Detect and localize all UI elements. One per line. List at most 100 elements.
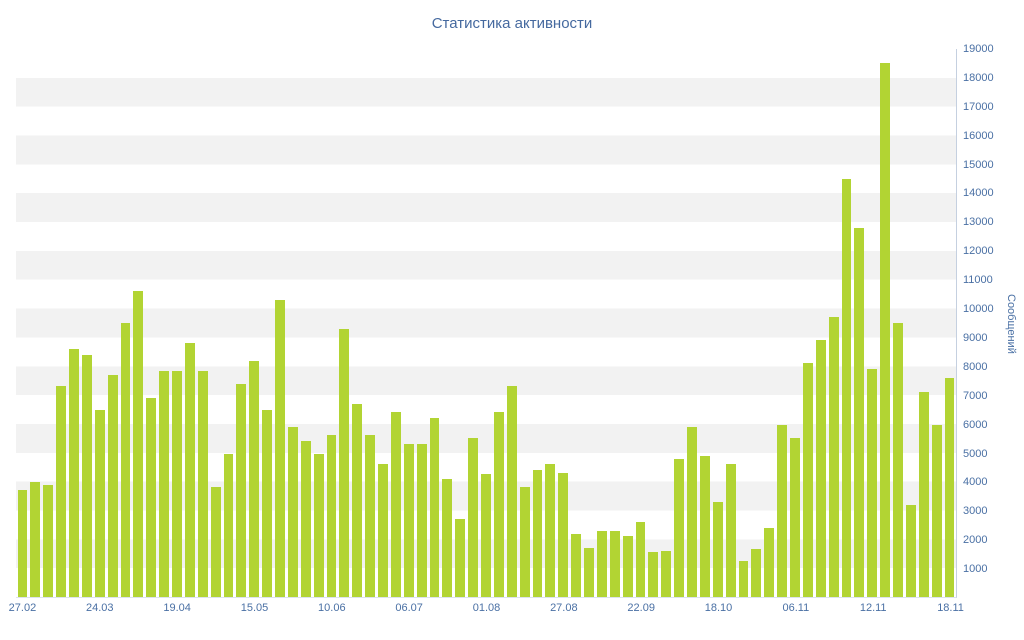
- bar[interactable]: [725, 464, 736, 597]
- bar[interactable]: [352, 403, 363, 597]
- bar[interactable]: [326, 435, 337, 597]
- x-tick-label: 24.03: [86, 602, 114, 614]
- bar[interactable]: [571, 533, 581, 597]
- x-tick-label: 19.04: [163, 602, 191, 614]
- bar[interactable]: [455, 519, 466, 597]
- bar[interactable]: [854, 227, 865, 597]
- y-tick-label: 14000: [963, 187, 994, 200]
- y-tick-label: 3000: [963, 505, 988, 518]
- bar[interactable]: [931, 425, 942, 597]
- bar[interactable]: [159, 370, 169, 597]
- bar[interactable]: [249, 360, 260, 597]
- bar[interactable]: [442, 478, 453, 597]
- y-tick-label: 19000: [963, 43, 994, 55]
- bar[interactable]: [609, 530, 620, 597]
- bar[interactable]: [468, 438, 478, 597]
- bar[interactable]: [545, 464, 556, 597]
- bar[interactable]: [172, 370, 182, 597]
- bar[interactable]: [558, 472, 569, 597]
- bar[interactable]: [841, 178, 852, 597]
- y-tick-label: 15000: [963, 158, 994, 171]
- bar[interactable]: [622, 536, 633, 597]
- bar[interactable]: [365, 435, 375, 597]
- bar[interactable]: [184, 343, 195, 597]
- bar[interactable]: [699, 455, 710, 597]
- bar[interactable]: [223, 454, 234, 597]
- x-tick-label: 06.07: [395, 602, 423, 614]
- y-tick-label: 12000: [963, 245, 994, 258]
- bar[interactable]: [764, 527, 775, 597]
- y-tick-label: 18000: [963, 71, 994, 84]
- bar[interactable]: [287, 426, 298, 597]
- bar[interactable]: [146, 398, 157, 597]
- x-tick-label: 01.08: [472, 602, 501, 614]
- bar[interactable]: [481, 474, 491, 597]
- bar[interactable]: [43, 484, 54, 597]
- bar[interactable]: [596, 530, 607, 597]
- bar[interactable]: [300, 441, 311, 597]
- bar[interactable]: [867, 369, 878, 597]
- bar[interactable]: [687, 426, 697, 597]
- y-tick-label: 5000: [963, 447, 988, 460]
- x-tick-label: 27.02: [8, 602, 37, 614]
- y-tick-label: 16000: [963, 129, 994, 142]
- bar[interactable]: [313, 454, 324, 597]
- x-tick-label: 06.11: [782, 602, 810, 614]
- bar[interactable]: [493, 412, 504, 597]
- chart-title: Статистика активности: [431, 15, 593, 32]
- y-tick-label: 11000: [963, 274, 993, 287]
- bar[interactable]: [918, 392, 929, 597]
- bar[interactable]: [275, 299, 285, 597]
- bar[interactable]: [416, 444, 427, 597]
- bar[interactable]: [30, 481, 41, 597]
- bar[interactable]: [506, 386, 517, 597]
- bar[interactable]: [584, 547, 594, 597]
- bar[interactable]: [828, 317, 839, 597]
- bar[interactable]: [815, 340, 826, 597]
- bar[interactable]: [236, 383, 247, 597]
- y-axis-title: Сообщений: [1005, 293, 1017, 354]
- bar[interactable]: [378, 464, 388, 597]
- bar[interactable]: [17, 490, 28, 597]
- bar[interactable]: [120, 323, 131, 597]
- plot-area: [16, 49, 957, 598]
- bar[interactable]: [802, 363, 813, 597]
- bar[interactable]: [403, 444, 414, 597]
- x-tick-label: 22.09: [627, 602, 655, 614]
- bar[interactable]: [777, 425, 787, 597]
- y-tick-label: 10000: [963, 303, 994, 316]
- bar[interactable]: [429, 418, 440, 597]
- bar[interactable]: [751, 549, 762, 597]
- bar[interactable]: [893, 323, 903, 597]
- x-tick-label: 10.06: [318, 602, 346, 614]
- x-axis-labels: 27.02 24.03 19.04 15.05 10.06 06.07 01.08 27.08…: [9, 602, 964, 616]
- bar[interactable]: [339, 328, 350, 597]
- bar[interactable]: [262, 409, 272, 597]
- y-tick-label: 6000: [963, 418, 988, 431]
- bar[interactable]: [390, 412, 401, 597]
- bar[interactable]: [648, 552, 659, 597]
- bar[interactable]: [944, 377, 955, 597]
- bar[interactable]: [532, 470, 543, 597]
- bar[interactable]: [712, 501, 723, 597]
- bar[interactable]: [905, 504, 916, 597]
- bar[interactable]: [94, 409, 105, 597]
- bar[interactable]: [210, 487, 221, 597]
- y-tick-label: 13000: [963, 216, 994, 229]
- bar[interactable]: [69, 348, 79, 597]
- bar[interactable]: [197, 370, 208, 597]
- bar[interactable]: [738, 560, 749, 597]
- bar[interactable]: [107, 374, 118, 597]
- bar[interactable]: [790, 438, 800, 597]
- bar[interactable]: [880, 63, 890, 597]
- y-tick-label: 2000: [963, 534, 988, 547]
- x-tick-label: 18.11: [937, 602, 964, 614]
- bar[interactable]: [81, 354, 92, 597]
- bar[interactable]: [661, 550, 672, 597]
- bar[interactable]: [674, 458, 684, 597]
- bar[interactable]: [133, 291, 144, 597]
- bar[interactable]: [635, 522, 646, 597]
- bar[interactable]: [56, 386, 66, 597]
- bar[interactable]: [519, 487, 530, 597]
- y-axis-labels: 1000 2000 3000 4000 5000 6000 7000 8000 9000 1000…: [963, 43, 1007, 598]
